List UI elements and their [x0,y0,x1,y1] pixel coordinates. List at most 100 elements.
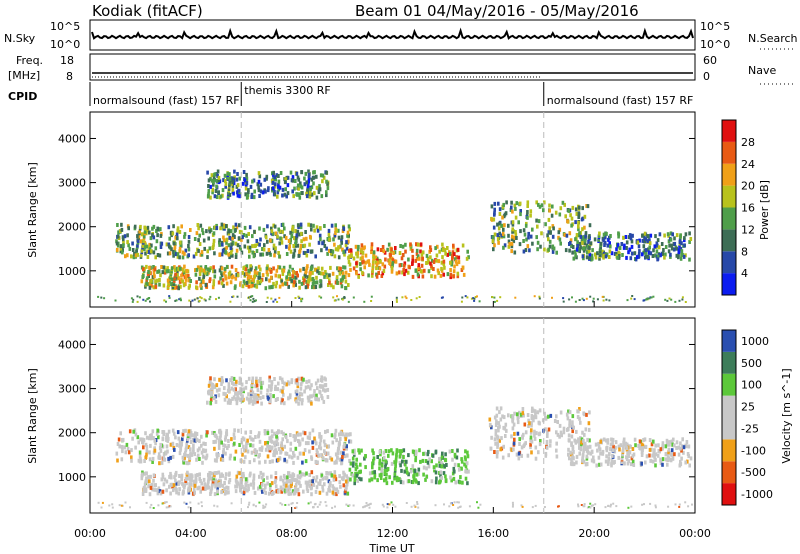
echo-cell [344,286,347,290]
echo-cell [637,244,641,249]
echo-cell [165,269,169,274]
ground-scatter-cell [201,505,203,508]
echo-cell [357,476,361,481]
echo-cell [249,482,253,487]
echo-cell [209,492,212,496]
echo-cell [529,445,532,450]
echo-cell [289,240,292,245]
ground-scatter-cell [466,296,469,299]
echo-cell [380,472,383,477]
echo-cell [244,385,248,390]
echo-cell [382,269,386,273]
ground-scatter-cell [633,298,636,301]
echo-cell [677,248,681,253]
echo-cell [311,479,314,484]
echo-cell [266,388,269,393]
echo-cell [432,465,436,470]
echo-cell [241,484,244,489]
ground-scatter-cell [178,298,181,301]
echo-cell [660,242,664,246]
echo-cell [334,432,337,437]
echo-cell [398,251,402,255]
echo-cell [301,460,304,465]
echo-cell [237,223,241,228]
echo-cell [300,382,303,387]
echo-cell [588,410,591,415]
echo-cell [321,484,324,489]
echo-cell [258,379,261,384]
echo-cell [192,254,196,259]
echo-cell [325,476,329,481]
echo-cell [313,436,316,441]
ground-scatter-cell [332,296,335,299]
echo-cell [654,463,657,468]
echo-cell [242,486,246,491]
echo-cell [153,487,156,492]
echo-cell [167,429,171,434]
echo-cell [295,395,299,400]
echo-cell [299,473,303,478]
echo-cell [490,435,493,440]
echo-cell [444,478,448,483]
echo-cell [149,485,153,490]
echo-cell [571,429,574,434]
ground-scatter-cell [649,502,652,505]
echo-cell [331,490,335,495]
echo-cell [220,382,223,386]
echo-cell [606,440,609,445]
echo-cell [153,438,157,443]
ground-scatter-cell [319,501,322,504]
echo-cell [515,452,519,457]
echo-cell [548,203,551,208]
echo-cell [623,461,626,466]
echo-cell [654,443,657,448]
echo-cell [293,453,296,458]
echo-cell [185,441,189,446]
echo-cell [531,406,534,411]
ground-scatter-cell [691,503,693,506]
echo-cell [157,455,160,460]
echo-cell [275,439,279,444]
echo-cell [315,185,319,190]
echo-cell [678,245,681,250]
echo-cell [569,213,572,218]
echo-cell [122,237,125,242]
echo-cell [673,443,676,448]
ground-scatter-cell [167,506,170,509]
echo-cell [381,271,385,276]
ground-scatter-cell [473,299,476,302]
echo-cell [223,386,226,391]
echo-cell [323,443,327,447]
echo-cell [309,223,313,228]
echo-cell [510,205,513,210]
power-colorbar-label: Power [dB] [758,180,771,240]
echo-cell [372,255,375,259]
echo-cell [230,376,234,381]
echo-cell [215,383,219,388]
echo-cell [548,208,551,213]
ground-scatter-cell [416,501,419,503]
echo-cell [318,233,322,238]
echo-cell [415,472,419,477]
echo-cell [656,453,660,458]
echo-cell [560,433,563,438]
ground-scatter-cell [381,503,384,506]
ground-scatter-cell [131,300,134,303]
echo-cell [302,266,305,271]
echo-cell [383,469,387,473]
cpid-label: CPID [8,90,37,103]
echo-cell [422,465,426,470]
echo-cell [216,169,220,174]
echo-cell [543,200,546,205]
echo-cell [380,463,384,468]
echo-cell [145,471,148,476]
echo-cell [568,248,571,253]
echo-cell [312,393,316,398]
echo-cell [245,283,248,287]
echo-cell [227,231,231,236]
echo-cell [194,473,197,478]
echo-cell [306,282,310,287]
colorbar-tick-label: -1000 [741,488,773,501]
echo-cell [320,394,323,398]
echo-cell [218,238,221,243]
